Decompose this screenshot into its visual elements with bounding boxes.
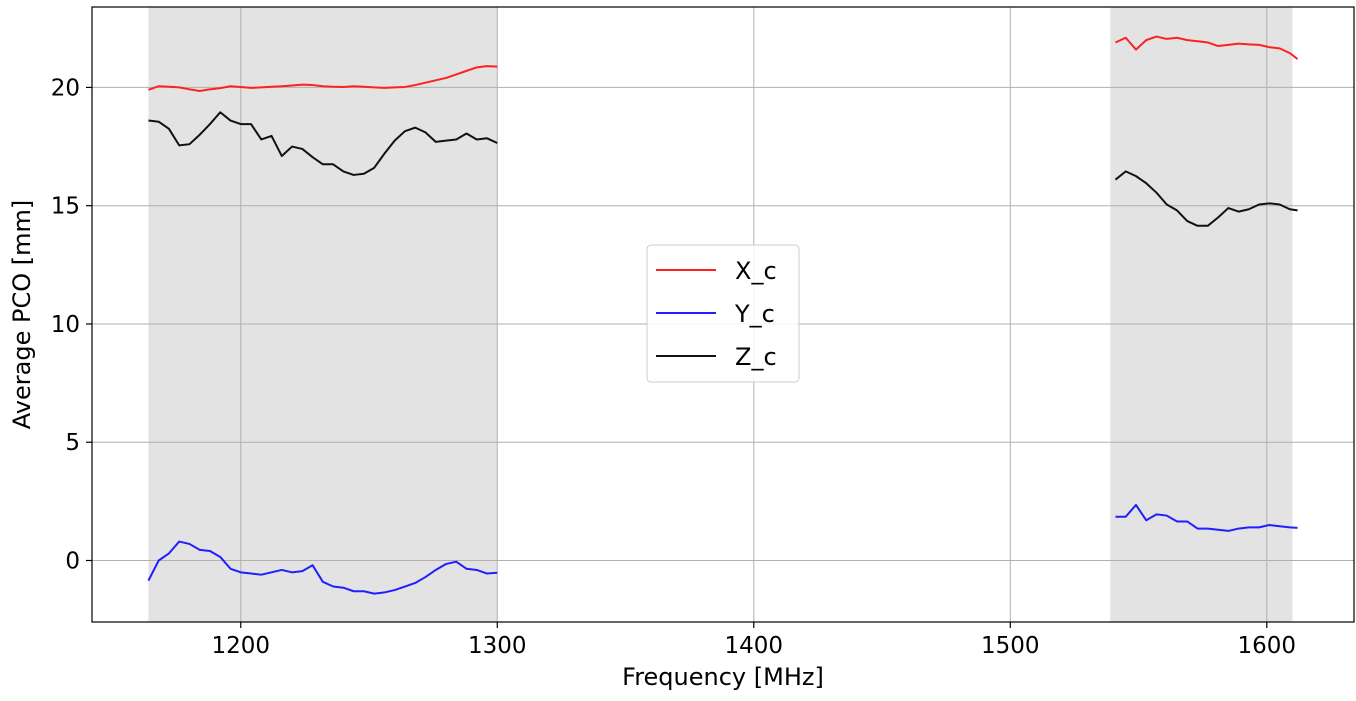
y-tick-label: 0 [65, 549, 80, 575]
x-tick-label: 1600 [1238, 633, 1297, 659]
series-line-z-c-segment-1 [148, 111, 498, 176]
x-tick-label: 1500 [981, 633, 1040, 659]
x-tick-label: 1400 [725, 633, 784, 659]
y-axis-label: Average PCO [mm] [8, 200, 36, 429]
x-axis-ticks: 1200 1300 1400 1500 1600 [211, 622, 1296, 659]
series-line-x-c-segment-2 [1115, 35, 1299, 60]
shaded-band-2 [1110, 7, 1293, 622]
series-line-y-c-segment-1 [147, 540, 498, 595]
legend-label-x-c: X_c [735, 257, 777, 285]
series-line-z-c-segment-2 [1114, 170, 1298, 227]
plot-frame [91, 6, 1355, 623]
shaded-bands [148, 7, 1293, 622]
y-tick-label: 15 [51, 194, 80, 220]
legend: X_c Y_c Z_c [646, 244, 800, 383]
shaded-band-1 [148, 7, 498, 622]
x-axis-label: Frequency [MHz] [622, 663, 824, 691]
series-line-y-c-segment-2 [1115, 503, 1298, 532]
y-tick-label: 20 [51, 75, 80, 101]
y-tick-label: 5 [65, 430, 80, 456]
series-line-x-c-segment-1 [148, 65, 498, 92]
legend-label-y-c: Y_c [734, 300, 775, 328]
x-tick-label: 1200 [211, 633, 270, 659]
series-lines [147, 35, 1299, 595]
y-tick-label: 10 [51, 312, 80, 338]
legend-label-z-c: Z_c [735, 343, 777, 371]
x-tick-label: 1300 [468, 633, 527, 659]
y-axis-ticks: 0 5 10 15 20 [51, 75, 92, 575]
legend-box [646, 244, 800, 383]
